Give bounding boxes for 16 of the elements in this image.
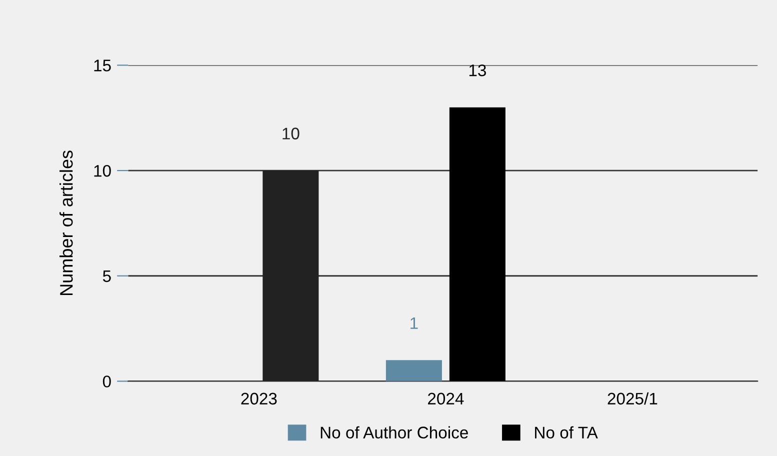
bar: [386, 360, 442, 382]
x-tick-label: 2025/1: [608, 392, 658, 405]
y-tick-label: 0: [102, 376, 111, 388]
bar: [449, 107, 506, 382]
data-label: 13: [469, 64, 486, 76]
data-label: 1: [410, 317, 418, 329]
x-tick-label: 2023: [241, 392, 277, 405]
y-tick-label: 5: [102, 270, 111, 282]
y-tick-label: 10: [94, 164, 111, 177]
x-tick-label: 2024: [428, 392, 464, 405]
y-axis-title: Number of articles: [60, 150, 73, 295]
legend-label: No of TA: [535, 426, 598, 438]
bar: [262, 170, 319, 382]
data-label: 10: [282, 128, 300, 140]
legend-label: No of Author Choice: [320, 426, 468, 438]
y-tick-label: 15: [94, 60, 111, 72]
